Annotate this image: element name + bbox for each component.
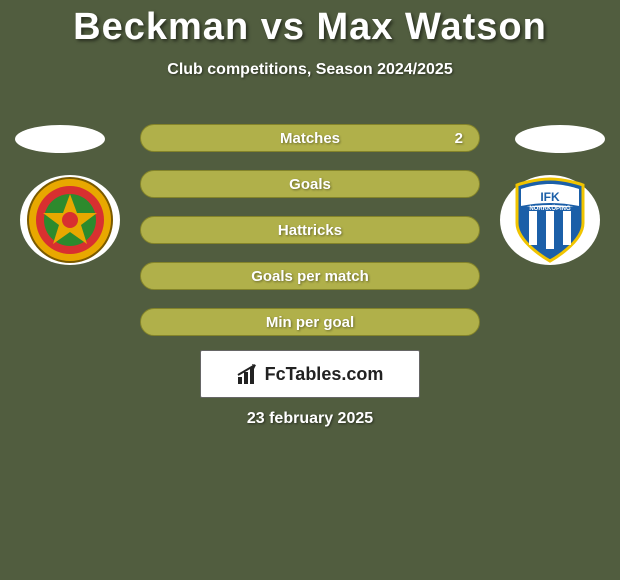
stat-row: Goals per match <box>140 262 480 290</box>
stat-row: Hattricks <box>140 216 480 244</box>
gais-badge-icon <box>27 177 113 263</box>
stat-value-right: 2 <box>455 130 463 147</box>
oval-left-decorative <box>15 125 105 153</box>
fctables-text: FcTables.com <box>265 364 384 385</box>
timestamp: 23 february 2025 <box>0 410 620 428</box>
stat-row: Goals <box>140 170 480 198</box>
stat-label: Min per goal <box>266 314 354 331</box>
stat-row: Min per goal <box>140 308 480 336</box>
svg-text:IFK: IFK <box>540 190 560 204</box>
page-subtitle: Club competitions, Season 2024/2025 <box>0 61 620 79</box>
oval-right-decorative <box>515 125 605 153</box>
club-badge-right: IFK NORRKÖPING <box>500 175 600 265</box>
svg-text:NORRKÖPING: NORRKÖPING <box>529 205 571 212</box>
bar-chart-icon <box>237 363 259 385</box>
stat-label: Goals per match <box>251 268 369 285</box>
club-badge-left <box>20 175 120 265</box>
fctables-logo: FcTables.com <box>200 350 420 398</box>
stat-label: Hattricks <box>278 222 342 239</box>
stats-pill-list: Matches 2 Goals Hattricks Goals per matc… <box>140 124 480 354</box>
stat-label: Matches <box>280 130 340 147</box>
ifk-norrkoping-badge-icon: IFK NORRKÖPING <box>511 177 589 263</box>
page-title: Beckman vs Max Watson <box>0 0 620 49</box>
stat-label: Goals <box>289 176 331 193</box>
stat-row: Matches 2 <box>140 124 480 152</box>
